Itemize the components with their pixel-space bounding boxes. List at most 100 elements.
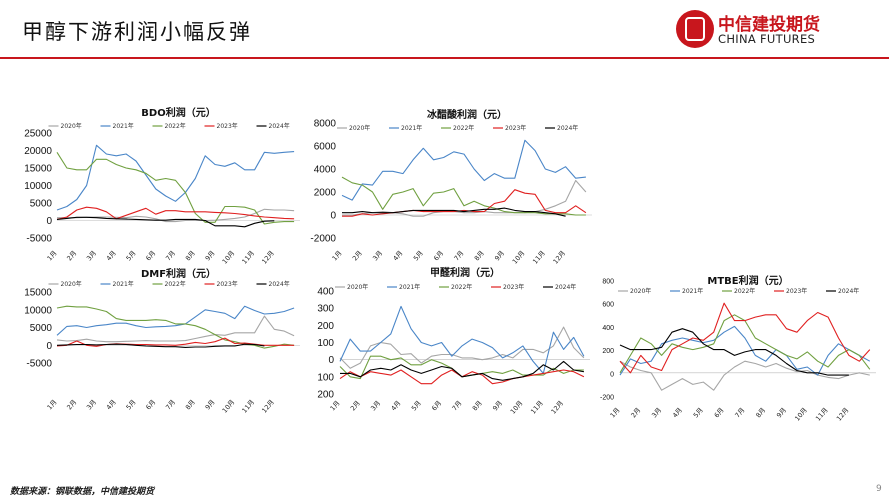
x-tick-label: 5月: [125, 249, 138, 262]
series-line-2020年: [57, 208, 295, 223]
x-tick-label: 10月: [509, 399, 525, 415]
x-tick-label: 6月: [144, 398, 157, 411]
legend-label: 2023年: [217, 280, 238, 288]
x-tick-label: 11月: [240, 398, 256, 414]
series-line-2021年: [56, 144, 295, 211]
legend-label: 2024年: [555, 283, 576, 291]
x-tick-label: 5月: [412, 249, 425, 262]
series-line-2021年: [339, 305, 585, 374]
charts-area: BDO利润（元） 2020年 2021年 2022年 2023年 2024年 25000 20…: [24, 106, 876, 423]
legend-label: 2020年: [347, 283, 368, 291]
legend-label: 2021年: [682, 287, 703, 295]
legend-label: 2020年: [630, 287, 651, 295]
legend-label: 2023年: [505, 124, 526, 132]
x-tick-label: 12月: [549, 399, 565, 415]
y-tick-label: 20000: [24, 146, 52, 157]
legend-label: 2021年: [113, 280, 134, 288]
x-tick-label: 9月: [493, 249, 506, 262]
page-title: 甲醇下游利润小幅反弹: [22, 20, 252, 44]
x-tick-label: 8月: [184, 398, 197, 411]
y-tick-label: -5000: [26, 359, 52, 370]
legend-label: 2020年: [61, 122, 82, 130]
x-tick-label: 10月: [221, 249, 237, 265]
series-line-2024年: [340, 360, 584, 381]
series-line-2021年: [619, 325, 871, 376]
x-tick-label: 2月: [349, 399, 362, 412]
y-tick-label: 200: [317, 321, 334, 332]
legend-label: 2020年: [349, 124, 370, 132]
legend-label: 2023年: [217, 122, 238, 130]
x-tick-label: 9月: [204, 249, 217, 262]
y-tick-label: 6000: [314, 142, 337, 153]
x-tick-label: 3月: [650, 406, 663, 419]
legend-label: 2022年: [453, 124, 474, 132]
x-tick-label: 7月: [733, 406, 746, 419]
y-tick-label: 800: [602, 279, 614, 286]
y-tick-label: 15000: [24, 288, 52, 299]
logo-emblem-icon: [676, 10, 714, 48]
logo-en-text: CHINA FUTURES: [718, 32, 816, 46]
x-tick-label: 4月: [671, 406, 684, 419]
x-tick-label: 1月: [609, 406, 622, 419]
x-tick-label: 2月: [351, 249, 364, 262]
series-line-2024年: [56, 343, 265, 348]
legend-label: 2022年: [734, 287, 755, 295]
x-tick-label: 7月: [453, 249, 466, 262]
x-tick-label: 3月: [369, 399, 382, 412]
x-tick-label: 10月: [511, 249, 527, 265]
legend-label: 2022年: [165, 280, 186, 288]
x-tick-label: 2月: [629, 406, 642, 419]
y-tick-label: 4000: [314, 165, 337, 176]
y-tick-label: 2000: [314, 188, 337, 199]
x-tick-label: 3月: [85, 398, 98, 411]
y-tick-label: 400: [602, 325, 614, 332]
y-tick-label: 600: [602, 302, 614, 309]
x-tick-label: 1月: [331, 249, 344, 262]
x-tick-label: 12月: [551, 249, 567, 265]
series-line-2022年: [56, 152, 295, 225]
series-line-2023年: [619, 302, 871, 374]
x-tick-label: 8月: [184, 249, 197, 262]
x-tick-label: 5月: [692, 406, 705, 419]
y-tick-label: 5000: [30, 199, 53, 210]
x-tick-label: 4月: [392, 249, 405, 262]
y-tick-label: 300: [317, 304, 334, 315]
series-line-2021年: [56, 305, 295, 336]
y-tick-label: 0: [610, 371, 614, 378]
logo-cn-text: 中信建投期货: [718, 15, 820, 35]
y-tick-label: 400: [317, 287, 334, 298]
y-tick-label: 200: [602, 348, 614, 355]
series-line-2022年: [56, 305, 295, 349]
x-tick-label: 7月: [164, 398, 177, 411]
x-tick-label: 7月: [164, 249, 177, 262]
y-tick-label: 100: [317, 372, 334, 383]
x-tick-label: 11月: [529, 399, 545, 415]
x-tick-label: 6月: [430, 399, 443, 412]
series-line-2020年: [339, 326, 585, 369]
legend-label: 2023年: [786, 287, 807, 295]
x-tick-label: 8月: [754, 406, 767, 419]
series-line-2023年: [342, 189, 587, 217]
chart-title: 冰醋酸利润（元）: [427, 108, 507, 121]
x-tick-label: 3月: [85, 249, 98, 262]
y-tick-label: 100: [317, 338, 334, 349]
legend-label: 2024年: [269, 280, 290, 288]
series-line-2023年: [56, 206, 295, 220]
chart-title: MTBE利润（元）: [707, 274, 788, 287]
y-tick-label: 5000: [30, 323, 53, 334]
x-tick-label: 11月: [531, 249, 547, 265]
x-tick-label: 10月: [221, 398, 237, 414]
series-line-2024年: [56, 216, 275, 228]
series-line-2024年: [619, 328, 849, 376]
legend-label: 2021年: [113, 122, 134, 130]
x-tick-label: 6月: [713, 406, 726, 419]
x-tick-label: 9月: [204, 398, 217, 411]
y-tick-label: 25000: [24, 129, 52, 140]
x-tick-label: 9月: [491, 399, 504, 412]
legend-label: 2024年: [557, 124, 578, 132]
series-line-2022年: [619, 314, 871, 374]
y-tick-label: 200: [317, 390, 334, 401]
legend-label: 2022年: [165, 122, 186, 130]
x-tick-label: 4月: [105, 249, 118, 262]
x-tick-label: 11月: [240, 249, 256, 265]
